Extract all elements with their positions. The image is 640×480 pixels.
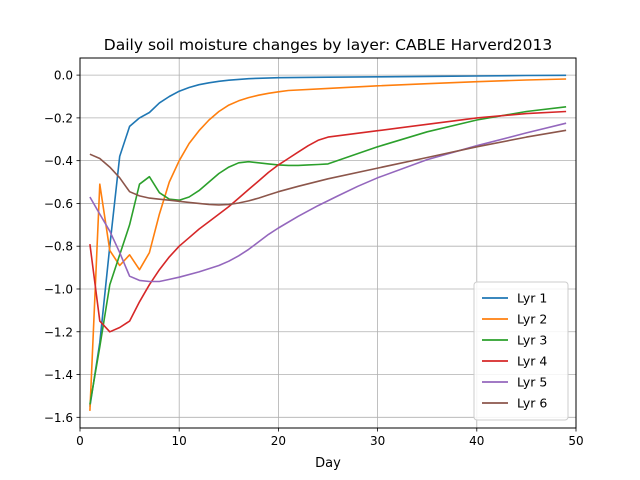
series-line-lyr-3 — [89, 106, 567, 405]
legend-label: Lyr 5 — [517, 375, 547, 390]
chart-title: Daily soil moisture changes by layer: CA… — [104, 36, 552, 54]
legend: Lyr 1 Lyr 2 Lyr 3 Lyr 4 Lyr 5 Lyr 6 — [473, 281, 569, 421]
legend-label: Lyr 3 — [517, 333, 547, 348]
x-tick-label: 10 — [172, 434, 187, 448]
x-tick-label: 30 — [370, 434, 385, 448]
series-line-lyr-6 — [89, 129, 567, 206]
y-tick-label: 0.0 — [54, 69, 73, 83]
legend-label: Lyr 6 — [517, 396, 547, 411]
x-axis-label: Day — [315, 456, 341, 471]
x-tick-label: 0 — [76, 434, 84, 448]
grid — [79, 58, 577, 428]
y-tick-label: −0.2 — [44, 111, 73, 125]
y-tick-label: −1.4 — [44, 368, 73, 382]
series-line-lyr-5 — [89, 122, 567, 283]
y-tick-label: −0.4 — [44, 154, 73, 168]
y-tick-label: −0.6 — [44, 197, 73, 211]
y-tick-label: −1.0 — [44, 282, 73, 296]
series-line-lyr-1 — [89, 74, 567, 407]
series-line-lyr-2 — [89, 78, 567, 411]
plot-frame — [79, 57, 577, 429]
y-tick-label: −1.2 — [44, 325, 73, 339]
y-axis: 0.0 −0.2 −0.4 −0.6 −0.8 −1.0 −1.2 −1.4 −1.6 — [44, 69, 80, 425]
series-group — [89, 74, 567, 411]
legend-label: Lyr 4 — [517, 354, 547, 369]
legend-label: Lyr 1 — [517, 291, 547, 306]
x-axis: 0 10 20 30 40 50 — [76, 428, 584, 448]
legend-label: Lyr 2 — [517, 312, 547, 327]
y-tick-label: −1.6 — [44, 411, 73, 425]
legend-box — [473, 281, 569, 421]
x-tick-label: 50 — [568, 434, 583, 448]
y-tick-label: −0.8 — [44, 240, 73, 254]
x-tick-label: 20 — [271, 434, 286, 448]
x-tick-label: 40 — [469, 434, 484, 448]
series-line-lyr-4 — [89, 110, 567, 333]
